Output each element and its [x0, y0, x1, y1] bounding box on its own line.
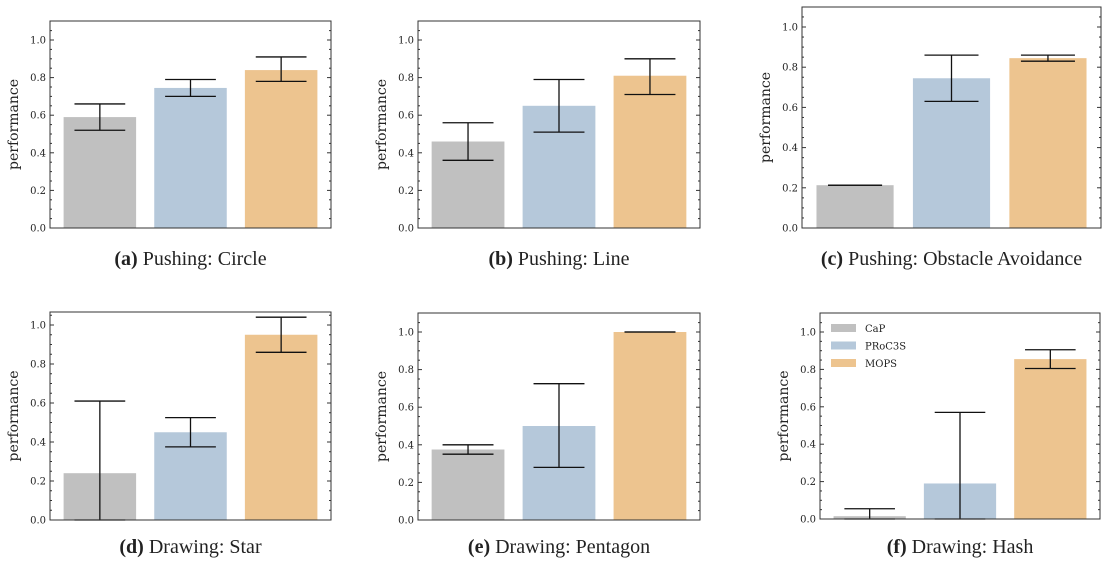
subplot-caption: (d) Drawing: Star	[119, 536, 262, 558]
y-tick-label: 0.0	[782, 224, 798, 235]
y-axis-label: performance	[374, 79, 390, 170]
y-tick-label: 0.2	[782, 183, 798, 194]
error-bar-proc3s	[924, 54, 979, 103]
y-tick-label: 0.2	[398, 186, 414, 197]
legend-swatch-proc3s	[831, 341, 856, 350]
subplot-caption: (a) Pushing: Circle	[114, 248, 266, 270]
y-tick-label: 0.8	[30, 360, 46, 371]
y-tick-label: 1.0	[30, 36, 46, 47]
caption-label: (d)	[119, 536, 143, 558]
y-tick-label: 0.6	[800, 402, 816, 413]
y-tick-label: 1.0	[398, 328, 414, 339]
subplot-e: 0.0 0.2 0.4 0.6 0.8 1.0 performance (e) Drawing…	[374, 312, 701, 558]
y-tick-label: 0.8	[398, 365, 414, 376]
y-tick-label: 0.4	[30, 148, 46, 159]
subplot-b: 0.0 0.2 0.4 0.6 0.8 1.0 performance (b) Pushing…	[374, 20, 701, 270]
subplot-d: 0.0 0.2 0.4 0.6 0.8 1.0 performance (d) Drawing…	[6, 311, 332, 558]
y-tick-label: 0.8	[398, 73, 414, 84]
y-tick-label: 0.0	[398, 516, 414, 527]
bar-proc3s	[154, 87, 227, 228]
y-axis-label: performance	[758, 72, 774, 163]
y-tick-label: 0.4	[398, 148, 414, 159]
y-tick-label: 0.6	[782, 103, 798, 114]
legend: CaP PRoC3S MOPS	[831, 324, 906, 370]
caption-title: Drawing: Pentagon	[490, 536, 650, 558]
subplot-caption: (b) Pushing: Line	[488, 248, 629, 270]
y-tick-label: 0.8	[30, 73, 46, 84]
subplot-caption: (f) Drawing: Hash	[887, 536, 1034, 558]
subplot-c: 0.0 0.2 0.4 0.6 0.8 1.0 performance (c) Pushing…	[758, 6, 1102, 270]
bar-cap	[431, 449, 505, 520]
bar-mops	[244, 334, 318, 520]
error-bar-proc3s	[165, 416, 216, 448]
y-axis-label: performance	[374, 371, 390, 462]
error-bar-mops	[1025, 349, 1076, 370]
y-tick-label: 0.2	[800, 477, 816, 488]
caption-title: Drawing: Hash	[907, 536, 1034, 558]
bar-cap	[816, 185, 894, 228]
bar-mops	[1014, 359, 1087, 519]
caption-title: Pushing: Circle	[138, 248, 267, 270]
error-bar-mops	[255, 56, 307, 83]
y-tick-label: 0.2	[398, 478, 414, 489]
y-tick-label: 0.8	[800, 365, 816, 376]
y-tick-label: 1.0	[398, 36, 414, 47]
caption-title: Drawing: Star	[144, 536, 262, 558]
y-tick-label: 0.4	[782, 143, 798, 154]
y-axis-label: performance	[6, 370, 22, 461]
y-tick-label: 1.0	[30, 321, 46, 332]
legend-label-cap: CaP	[865, 324, 886, 335]
y-tick-label: 0.6	[398, 403, 414, 414]
bar-proc3s	[912, 78, 991, 228]
caption-label: (b)	[488, 248, 512, 270]
error-bar-cap	[442, 444, 494, 455]
subplot-caption: (c) Pushing: Obstacle Avoidance	[821, 248, 1082, 270]
bar-mops	[613, 75, 687, 228]
y-tick-label: 0.6	[30, 399, 46, 410]
bar-mops	[613, 332, 687, 520]
caption-label: (f)	[887, 536, 907, 558]
axes-frame	[49, 311, 332, 521]
y-tick-label: 0.0	[398, 224, 414, 235]
y-tick-label: 0.4	[30, 438, 46, 449]
y-tick-label: 0.6	[30, 111, 46, 122]
caption-title: Pushing: Obstacle Avoidance	[843, 248, 1082, 270]
subplot-caption: (e) Drawing: Pentagon	[468, 536, 650, 558]
subplot-a: 0.0 0.2 0.4 0.6 0.8 1.0 performance (a) Pushing…	[6, 20, 332, 270]
legend-swatch-cap	[831, 324, 856, 332]
error-bar-mops	[255, 316, 307, 353]
y-tick-label: 0.2	[30, 477, 46, 488]
caption-label: (a)	[114, 248, 137, 270]
error-bar-proc3s	[533, 78, 585, 133]
error-bar-proc3s	[165, 78, 216, 98]
error-bar-cap	[442, 122, 494, 161]
legend-swatch-mops	[831, 359, 856, 367]
y-tick-label: 1.0	[782, 23, 798, 34]
error-bar-mops	[1020, 54, 1075, 62]
caption-label: (e)	[468, 536, 490, 558]
caption-label: (c)	[821, 248, 843, 270]
legend-label-mops: MOPS	[865, 359, 897, 370]
y-axis-label: performance	[776, 370, 792, 461]
legend-label-proc3s: PRoC3S	[865, 342, 906, 353]
y-tick-label: 0.4	[398, 440, 414, 451]
y-tick-label: 0.0	[800, 515, 816, 526]
bar-cap	[63, 117, 137, 228]
y-tick-label: 0.0	[30, 224, 46, 235]
subplot-f: 0.0 0.2 0.4 0.6 0.8 1.0 performance (f) Drawing…	[776, 312, 1101, 558]
error-bar-proc3s	[533, 383, 585, 469]
y-axis-label: performance	[6, 79, 22, 170]
error-bar-mops	[624, 58, 676, 96]
bar-mops	[244, 70, 318, 228]
y-tick-label: 0.8	[782, 63, 798, 74]
error-bar-cap	[74, 103, 126, 131]
caption-title: Pushing: Line	[513, 248, 630, 270]
y-tick-label: 0.2	[30, 186, 46, 197]
y-tick-label: 0.4	[800, 440, 816, 451]
bar-mops	[1009, 58, 1087, 228]
y-tick-label: 0.6	[398, 111, 414, 122]
y-tick-label: 1.0	[800, 328, 816, 339]
y-tick-label: 0.0	[30, 516, 46, 527]
